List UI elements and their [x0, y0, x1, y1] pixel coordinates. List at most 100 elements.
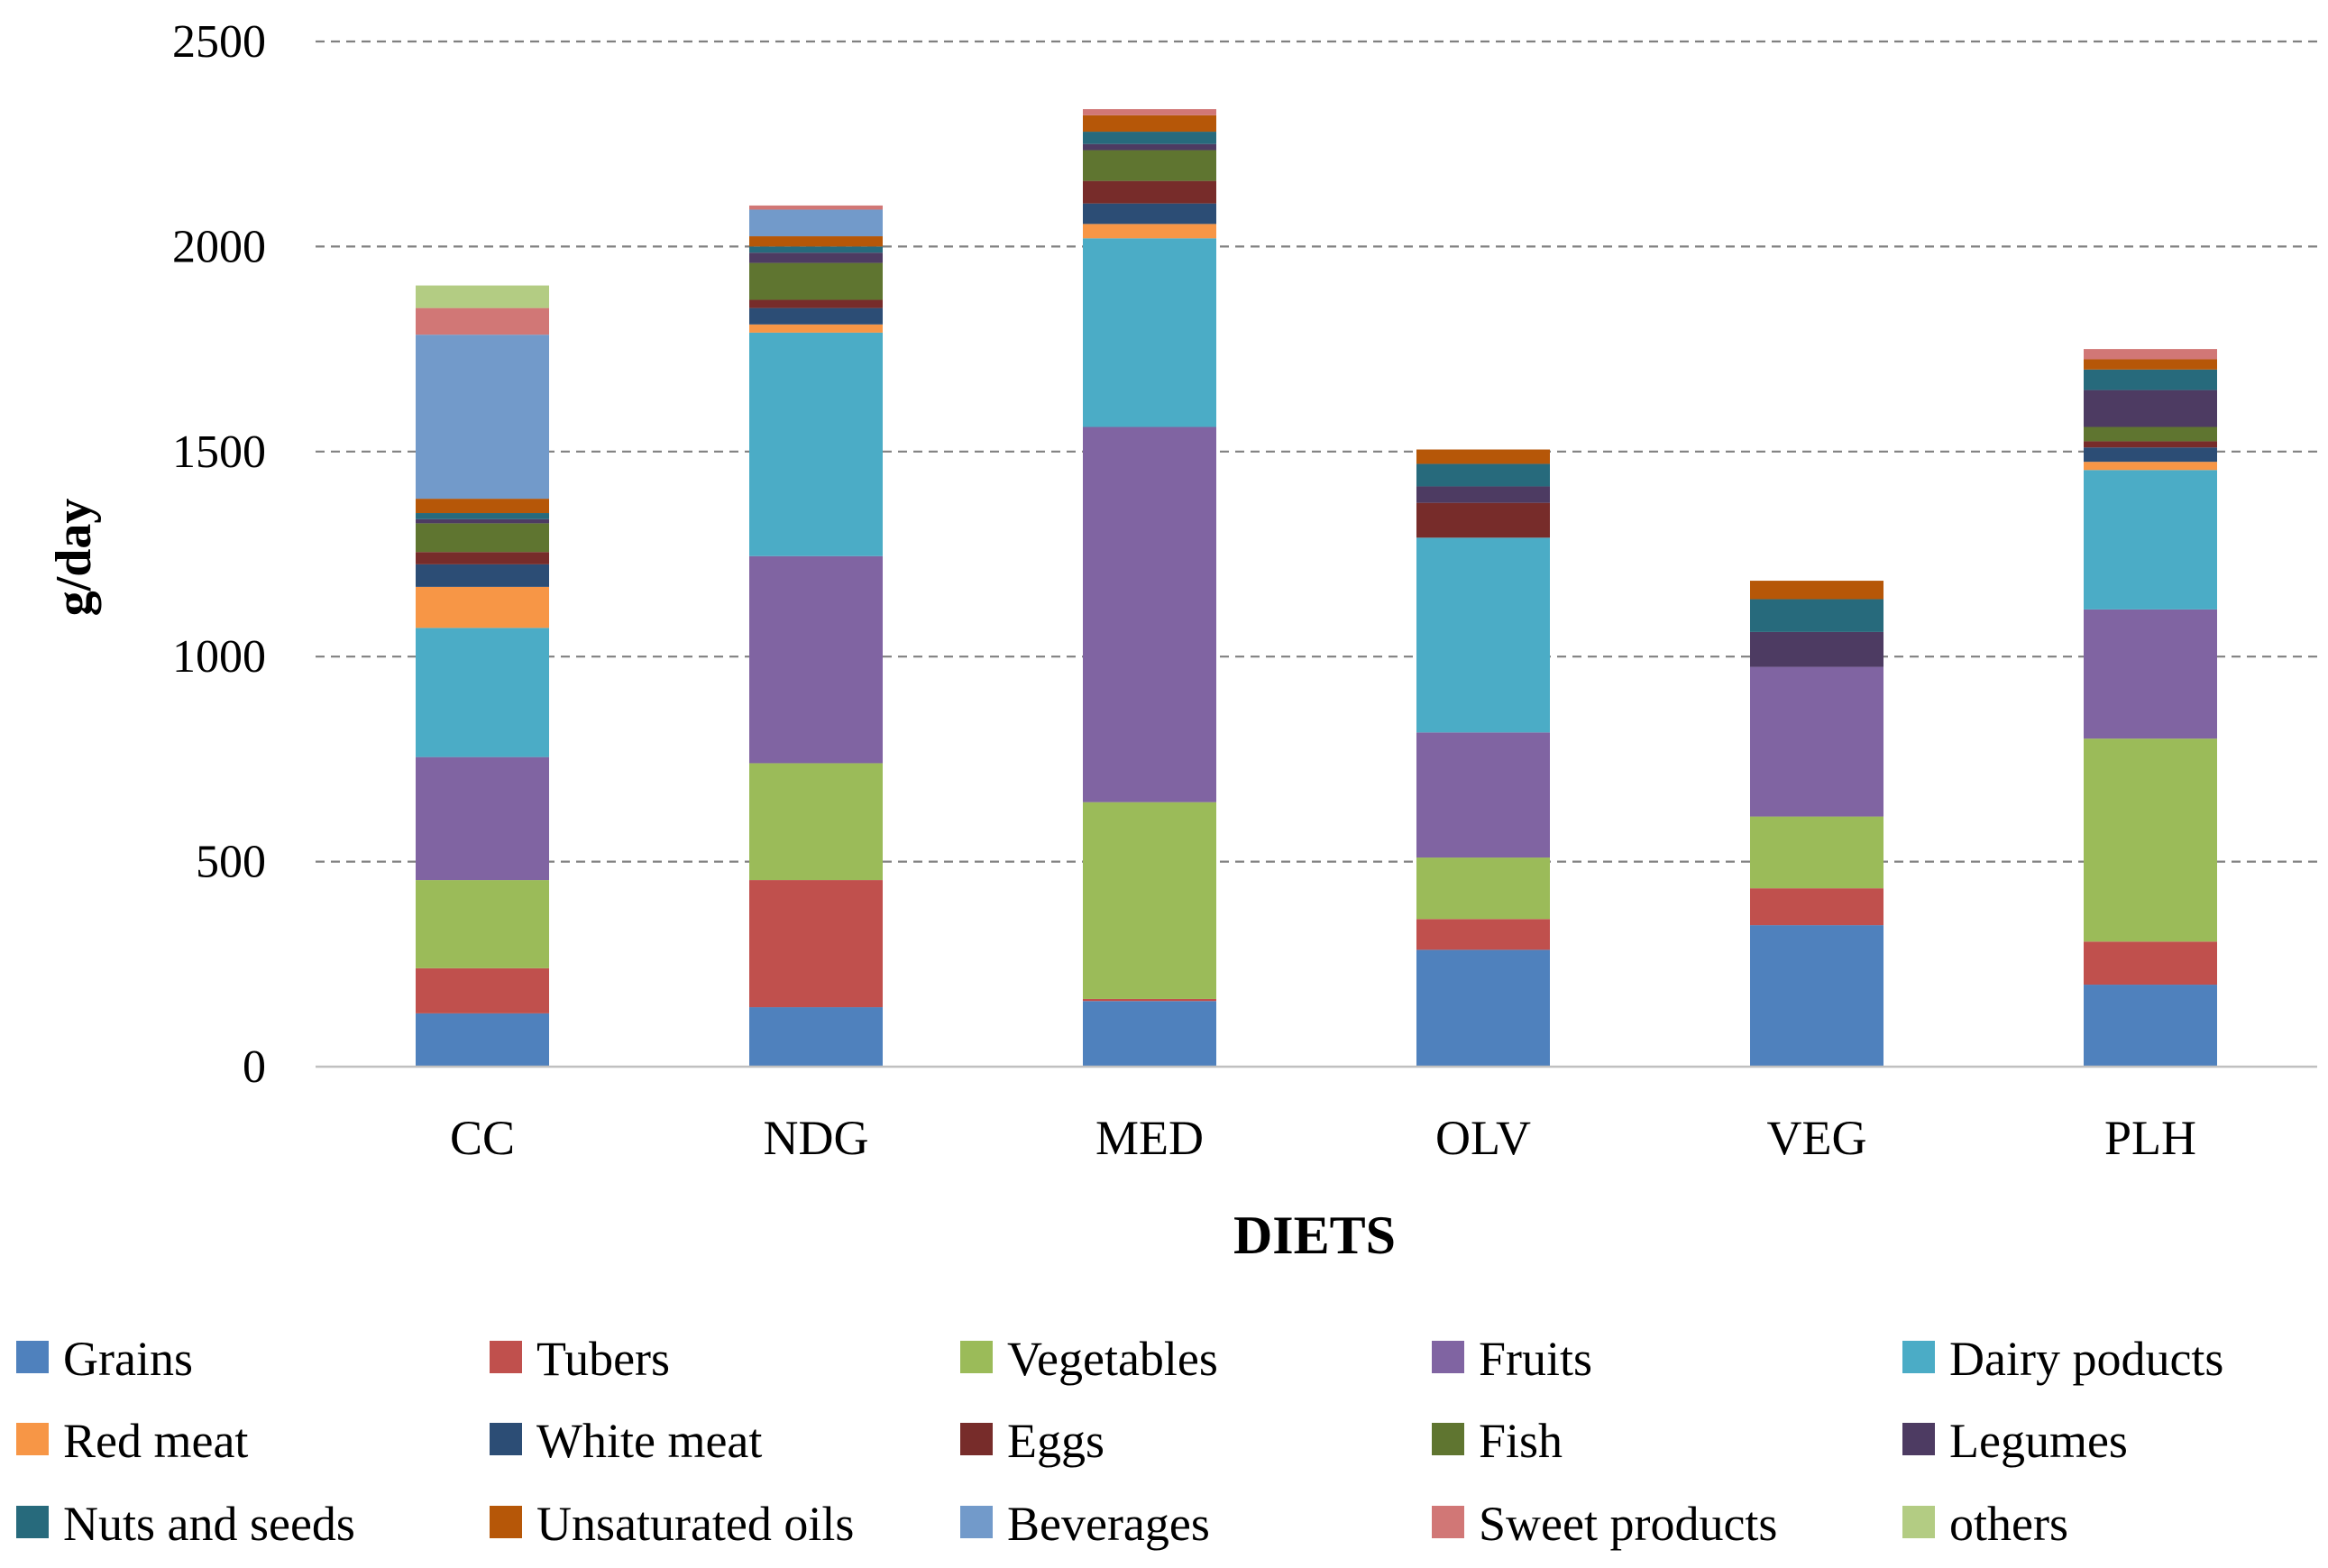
bar-segment-ndg-white-meat	[749, 307, 883, 325]
grid-lines	[316, 40, 2317, 863]
bar-segment-plh-red-meat	[2084, 462, 2217, 471]
bar-segment-olv-nuts-and-seeds	[1416, 463, 1550, 487]
bar-stack-plh	[2084, 349, 2217, 1067]
bar-segment-med-grains	[1083, 1001, 1216, 1067]
bar-stack-veg	[1750, 581, 1883, 1067]
bar-segment-med-red-meat	[1083, 224, 1216, 239]
bar-segment-cc-fish	[416, 523, 549, 553]
bar-segment-olv-tubers	[1416, 919, 1550, 950]
bar-segment-cc-vegetables	[416, 880, 549, 968]
legend-item-vegetables: Vegetables	[960, 1332, 1218, 1386]
y-axis-title: g/day	[46, 499, 102, 617]
x-axis-tick-labels: CC NDG MED OLV VEG PLH	[450, 1111, 2196, 1165]
legend-label: Unsaturated oils	[536, 1497, 854, 1551]
x-tick-label-med: MED	[1095, 1111, 1204, 1165]
bar-segment-veg-tubers	[1750, 888, 1883, 926]
legend-item-others: others	[1902, 1497, 2068, 1551]
legend-item-eggs: Eggs	[960, 1414, 1104, 1468]
legend-item-fruits: Fruits	[1432, 1332, 1592, 1386]
bar-segment-cc-unsaturated-oils	[416, 499, 549, 514]
bar-segment-med-vegetables	[1083, 802, 1216, 999]
legend-item-red-meat: Red meat	[16, 1414, 248, 1468]
bar-segment-olv-grains	[1416, 949, 1550, 1067]
bar-segment-olv-dairy-poducts	[1416, 537, 1550, 733]
legend-swatch	[960, 1341, 993, 1373]
legend-label: Beverages	[1007, 1497, 1210, 1551]
x-tick-label-cc: CC	[450, 1111, 515, 1165]
bar-segment-med-tubers	[1083, 998, 1216, 1002]
legend-label: Grains	[63, 1332, 193, 1386]
bar-segment-ndg-sweet-products	[749, 205, 883, 210]
bar-segment-med-fruits	[1083, 426, 1216, 802]
x-tick-label-olv: OLV	[1435, 1111, 1531, 1165]
bar-segment-veg-fruits	[1750, 666, 1883, 817]
bar-segment-ndg-fruits	[749, 555, 883, 764]
legend-label: Dairy poducts	[1949, 1332, 2223, 1386]
bar-segment-veg-legumes	[1750, 631, 1883, 667]
legend-swatch	[16, 1341, 49, 1373]
bar-segment-plh-dairy-poducts	[2084, 470, 2217, 610]
legend-item-fish: Fish	[1432, 1414, 1563, 1468]
bar-segment-cc-beverages	[416, 335, 549, 500]
bar-segment-plh-nuts-and-seeds	[2084, 369, 2217, 390]
bar-segment-ndg-red-meat	[749, 324, 883, 333]
bar-segment-cc-others	[416, 285, 549, 308]
legend-label: White meat	[536, 1414, 762, 1468]
bar-segment-plh-tubers	[2084, 941, 2217, 986]
legend-swatch	[1432, 1341, 1464, 1373]
bar-segment-plh-vegetables	[2084, 738, 2217, 942]
legend-item-tubers: Tubers	[490, 1332, 670, 1386]
legend-item-legumes: Legumes	[1902, 1414, 2128, 1468]
bar-segment-olv-unsaturated-oils	[1416, 449, 1550, 464]
x-tick-label-veg: VEG	[1767, 1111, 1867, 1165]
bar-segment-ndg-grains	[749, 1007, 883, 1067]
bar-segment-cc-legumes	[416, 518, 549, 524]
legend-item-white-meat: White meat	[490, 1414, 762, 1468]
bar-stack-olv	[1416, 449, 1550, 1067]
bar-segment-med-nuts-and-seeds	[1083, 132, 1216, 144]
x-tick-label-plh: PLH	[2104, 1111, 2196, 1165]
bar-segment-med-sweet-products	[1083, 109, 1216, 115]
bar-segment-ndg-nuts-and-seeds	[749, 246, 883, 253]
bar-segment-ndg-tubers	[749, 880, 883, 1008]
legend-item-unsaturated-oils: Unsaturated oils	[490, 1497, 854, 1551]
y-tick-label-1000: 1000	[172, 631, 266, 683]
bar-segment-cc-eggs	[416, 552, 549, 564]
legend-swatch	[1902, 1423, 1935, 1455]
bar-segment-olv-legumes	[1416, 486, 1550, 503]
bar-segment-ndg-unsaturated-oils	[749, 236, 883, 247]
bars	[416, 109, 2217, 1067]
y-tick-label-0: 0	[243, 1041, 266, 1093]
y-tick-label-500: 500	[196, 837, 266, 888]
legend-swatch	[490, 1506, 522, 1538]
y-axis-tick-labels: 0 500 1000 1500 2000 2500	[172, 16, 266, 1093]
bar-segment-ndg-vegetables	[749, 763, 883, 881]
bar-segment-cc-sweet-products	[416, 307, 549, 335]
legend-item-dairy-poducts: Dairy poducts	[1902, 1332, 2223, 1386]
bar-segment-olv-fruits	[1416, 732, 1550, 858]
legend-label: Vegetables	[1007, 1332, 1218, 1386]
bar-segment-med-eggs	[1083, 180, 1216, 204]
legend-label: Fruits	[1479, 1332, 1592, 1386]
legend-label: Tubers	[536, 1332, 670, 1386]
bar-segment-veg-nuts-and-seeds	[1750, 599, 1883, 632]
legend-label: Sweet products	[1479, 1497, 1777, 1551]
bar-stack-ndg	[749, 205, 883, 1067]
bar-segment-ndg-beverages	[749, 209, 883, 237]
bar-segment-med-legumes	[1083, 143, 1216, 151]
legend-label: Legumes	[1949, 1414, 2128, 1468]
legend-swatch	[16, 1423, 49, 1455]
bar-segment-med-fish	[1083, 150, 1216, 181]
bar-segment-ndg-dairy-poducts	[749, 332, 883, 556]
bar-segment-olv-eggs	[1416, 502, 1550, 538]
bar-stack-cc	[416, 285, 549, 1067]
legend: Grains Tubers Vegetables Fruits Dairy poduct…	[16, 1332, 2223, 1551]
legend-item-grains: Grains	[16, 1332, 193, 1386]
bar-segment-plh-fruits	[2084, 609, 2217, 739]
bar-segment-ndg-eggs	[749, 299, 883, 308]
bar-segment-med-dairy-poducts	[1083, 238, 1216, 427]
legend-swatch	[960, 1423, 993, 1455]
bar-segment-cc-red-meat	[416, 586, 549, 628]
y-tick-label-2500: 2500	[172, 16, 266, 68]
